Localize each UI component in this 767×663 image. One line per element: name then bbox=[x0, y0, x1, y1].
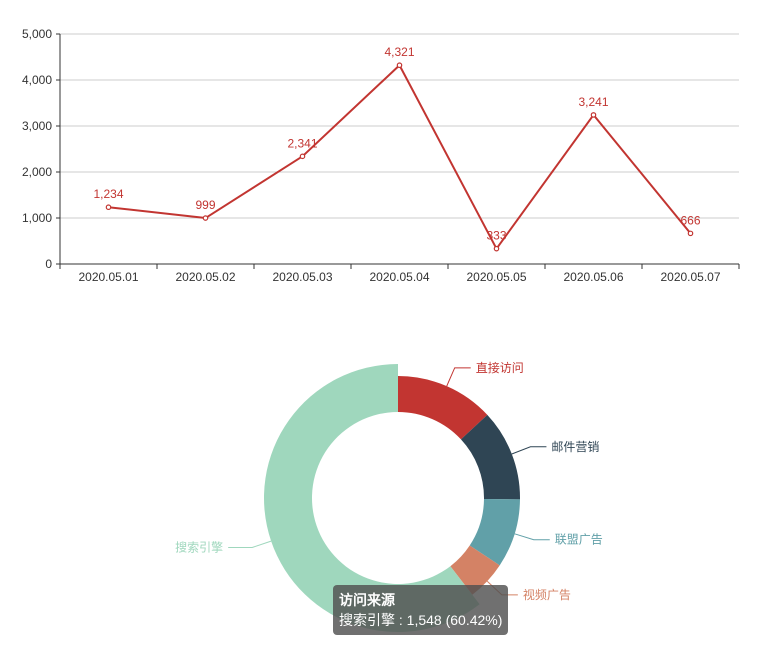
data-point bbox=[396, 62, 403, 69]
slice-label: 邮件营销 bbox=[551, 440, 599, 454]
data-point bbox=[687, 230, 694, 237]
data-label: 1,234 bbox=[93, 187, 123, 201]
pie-slice bbox=[398, 376, 488, 440]
data-point bbox=[590, 112, 597, 118]
slice-label-line bbox=[514, 533, 550, 541]
data-label: 2,341 bbox=[287, 136, 317, 150]
data-point bbox=[299, 153, 306, 160]
data-label: 4,321 bbox=[384, 45, 414, 59]
slice-label: 联盟广告 bbox=[555, 533, 603, 547]
tooltip-title: 访问来源 bbox=[339, 592, 395, 608]
slice-label-line bbox=[446, 367, 471, 387]
x-tick-label: 2020.05.03 bbox=[272, 270, 332, 284]
x-tick-label: 2020.05.01 bbox=[78, 270, 138, 284]
data-point bbox=[493, 245, 500, 252]
data-point bbox=[202, 215, 209, 221]
x-tick-label: 2020.05.02 bbox=[175, 270, 235, 284]
pie-slice bbox=[469, 498, 520, 566]
x-tick-label: 2020.05.04 bbox=[369, 270, 429, 284]
x-tick-label: 2020.05.06 bbox=[563, 270, 623, 284]
line-chart: 0 1,000 2,000 3,000 4,000 5,000 2020.05.01 2020… bbox=[22, 27, 740, 284]
slice-label-line bbox=[228, 540, 272, 549]
y-tick-label: 5,000 bbox=[22, 27, 52, 41]
slice-label: 直接访问 bbox=[476, 360, 524, 375]
data-point bbox=[105, 204, 112, 211]
tooltip-value: 搜索引擎 : 1,548 (60.42%) bbox=[339, 612, 503, 628]
y-tick-label: 4,000 bbox=[22, 73, 52, 87]
data-label: 666 bbox=[680, 213, 700, 227]
pie-slice bbox=[460, 414, 520, 500]
slice-label-line bbox=[511, 446, 547, 455]
x-tick-label: 2020.05.05 bbox=[466, 270, 526, 284]
data-label: 999 bbox=[195, 198, 215, 212]
data-label: 3,241 bbox=[578, 95, 608, 109]
pie-slice bbox=[450, 545, 500, 595]
y-tick-label: 3,000 bbox=[22, 119, 52, 133]
x-tick-label: 2020.05.07 bbox=[660, 270, 720, 284]
series-line bbox=[108, 64, 692, 250]
slice-label: 视频广告 bbox=[523, 587, 571, 602]
y-tick-label: 2,000 bbox=[22, 165, 52, 179]
pie-slice bbox=[264, 364, 480, 632]
data-label: 333 bbox=[486, 229, 506, 243]
y-tick-label: 1,000 bbox=[22, 211, 52, 225]
slice-label: 搜索引擎 bbox=[175, 540, 223, 555]
y-tick-label: 0 bbox=[45, 257, 52, 271]
pie-tooltip: 访问来源 搜索引擎 : 1,548 (60.42%) bbox=[333, 585, 509, 635]
